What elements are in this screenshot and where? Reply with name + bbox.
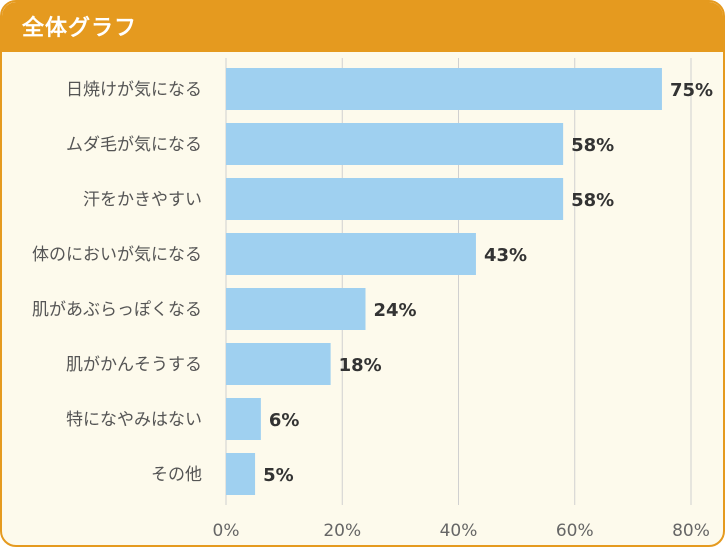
category-label: その他 [151,465,202,485]
labels: 0% 20% 40% 60% 80% 日焼けが気になる 75% ムダ毛が気になる 58% 汗をかき… [32,80,713,541]
value-label: 75% [670,80,713,101]
x-tick-label: 80% [672,521,710,541]
bar [226,453,256,495]
x-tick-label: 20% [323,521,361,541]
bar [226,68,662,110]
chart-header: 全体グラフ [2,2,723,52]
chart-title: 全体グラフ [22,16,138,41]
value-label: 58% [571,135,614,156]
category-label: 汗をかきやすい [83,190,202,210]
bar [226,288,366,330]
value-label: 18% [339,355,382,376]
category-label: 特になやみはない [66,410,202,430]
category-label: ムダ毛が気になる [66,135,202,155]
category-label: 肌があぶらっぽくなる [32,300,202,320]
value-label: 24% [374,300,417,321]
x-tick-label: 60% [556,521,594,541]
category-label: 日焼けが気になる [66,80,202,100]
bar [226,233,476,275]
bar [226,343,331,385]
bar [226,398,261,440]
category-label: 体のにおいが気になる [32,245,202,265]
bars [226,68,662,495]
value-label: 43% [484,245,527,266]
value-label: 6% [269,410,300,431]
value-label: 5% [263,465,294,486]
bar [226,123,564,165]
x-tick-label: 0% [213,521,240,541]
category-label: 肌がかんそうする [66,355,202,375]
x-tick-label: 40% [440,521,478,541]
value-label: 58% [571,190,614,211]
bar [226,178,564,220]
